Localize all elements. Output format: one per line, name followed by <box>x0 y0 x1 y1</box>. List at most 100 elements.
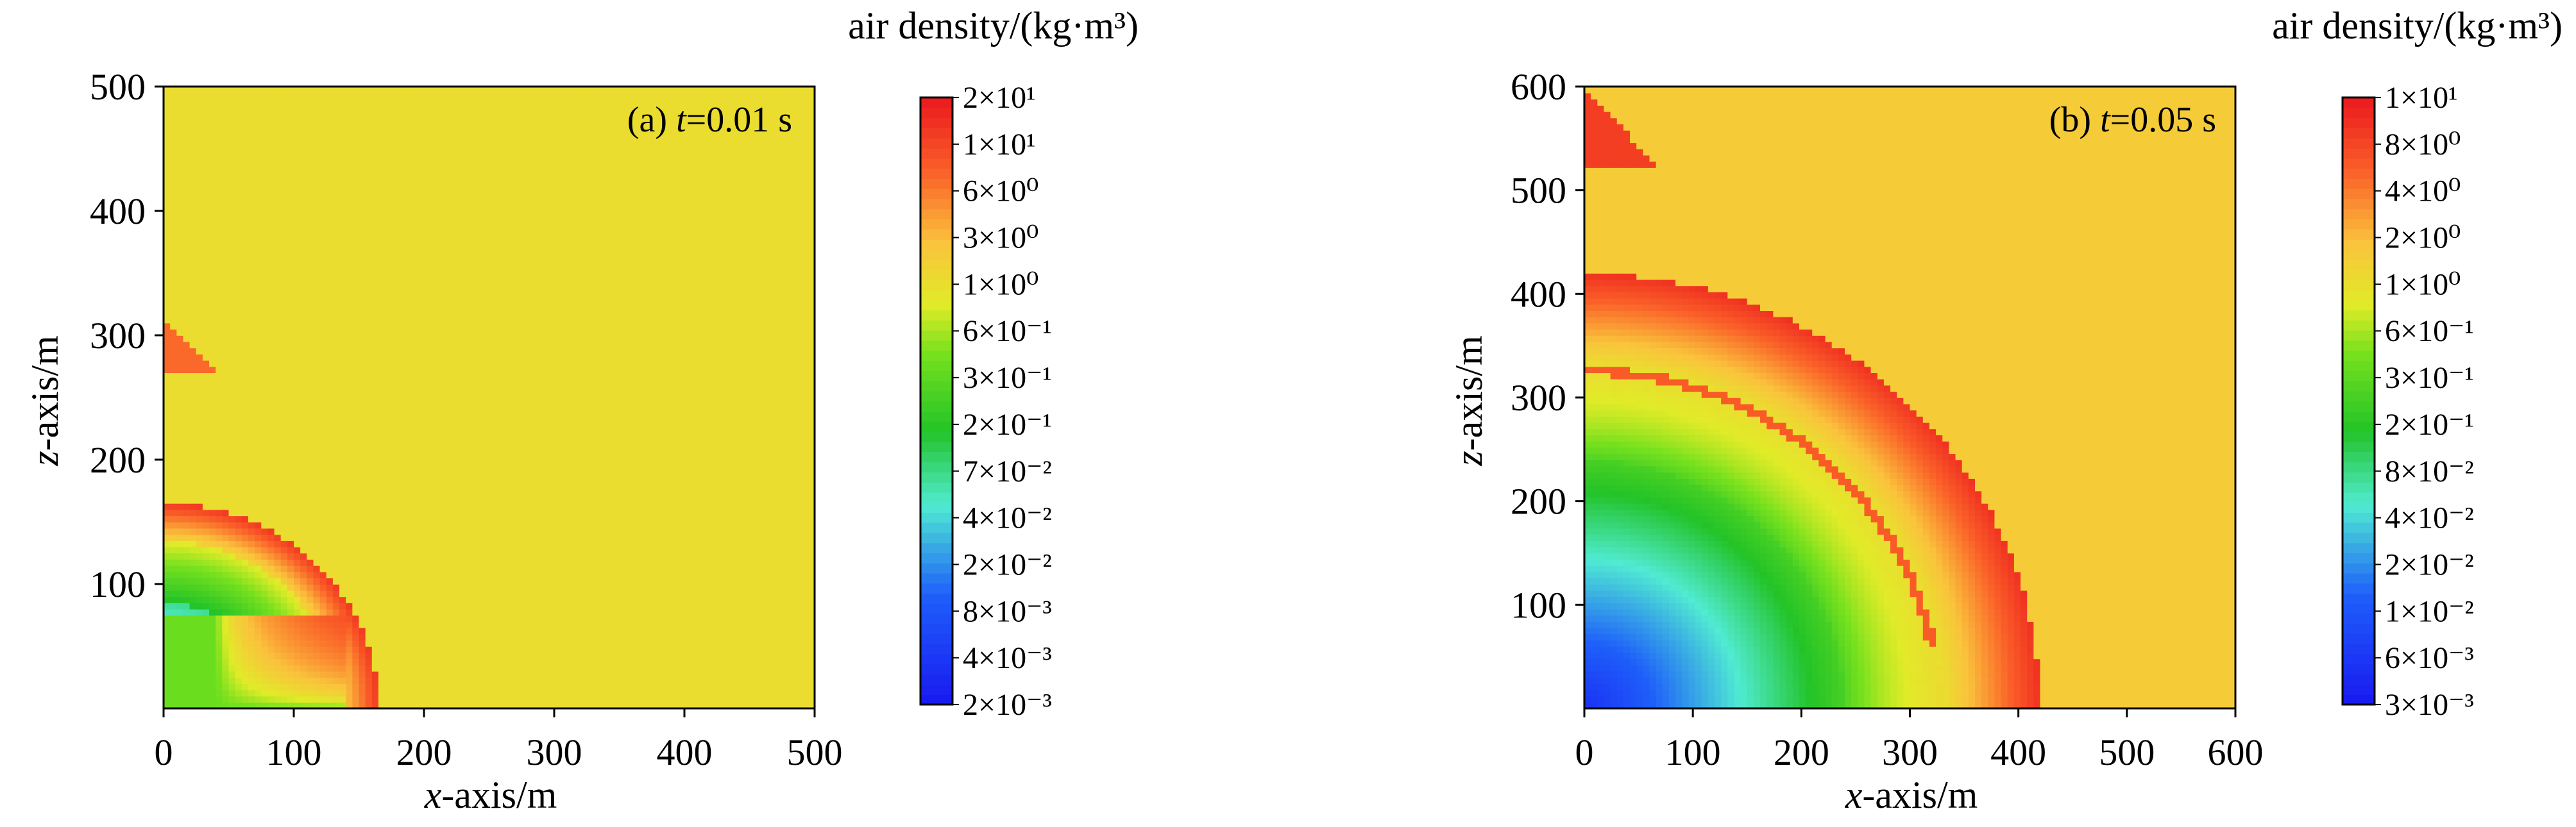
heatmap-cell <box>176 279 184 287</box>
heatmap-cell <box>267 652 275 660</box>
heatmap-cell <box>319 584 327 591</box>
heatmap-cell <box>196 422 203 430</box>
heatmap-cell <box>274 615 282 622</box>
heatmap-cell <box>228 155 236 162</box>
heatmap-cell <box>371 198 379 206</box>
heatmap-cell <box>300 428 308 435</box>
heatmap-cell <box>267 223 275 230</box>
heatmap-cell <box>294 310 301 317</box>
heatmap-cell <box>371 422 379 430</box>
heatmap-cell <box>391 267 399 274</box>
heatmap-cell <box>462 205 470 212</box>
heatmap-cell <box>450 584 457 591</box>
heatmap-cell <box>424 136 431 144</box>
heatmap-cell <box>404 590 412 597</box>
heatmap-cell <box>241 273 249 280</box>
heatmap-cell <box>378 665 386 672</box>
heatmap-cell <box>241 354 249 361</box>
heatmap-cell <box>228 248 236 255</box>
heatmap-cell <box>443 658 451 665</box>
heatmap-cell <box>476 235 484 243</box>
heatmap-cell <box>326 522 334 529</box>
heatmap-cell <box>235 385 242 392</box>
heatmap-cell <box>417 465 425 473</box>
heatmap-cell <box>411 503 418 510</box>
heatmap-cell <box>450 534 457 541</box>
heatmap-cell <box>385 397 393 405</box>
heatmap-cell <box>241 155 249 162</box>
heatmap-cell <box>313 522 321 529</box>
heatmap-cell <box>462 652 470 660</box>
heatmap-cell <box>365 652 373 660</box>
heatmap-cell <box>346 230 353 237</box>
heatmap-cell <box>476 341 484 349</box>
heatmap-cell <box>189 167 197 174</box>
heatmap-cell <box>391 578 399 585</box>
heatmap-cell <box>183 696 191 703</box>
heatmap-cell <box>176 366 184 373</box>
heatmap-cell <box>411 167 418 174</box>
heatmap-cell <box>267 117 275 124</box>
heatmap-cell <box>385 279 393 287</box>
heatmap-cell <box>476 129 484 137</box>
heatmap-cell <box>294 478 301 485</box>
heatmap-cell <box>313 205 321 212</box>
heatmap-cell <box>456 460 464 467</box>
heatmap-cell <box>391 304 399 311</box>
heatmap-cell <box>470 192 477 199</box>
heatmap-cell <box>222 310 230 317</box>
heatmap-cell <box>209 329 216 336</box>
heatmap-cell <box>443 403 451 411</box>
heatmap-cell <box>430 111 438 119</box>
heatmap-cell <box>456 484 464 492</box>
heatmap-cell <box>176 603 184 610</box>
heatmap-cell <box>470 633 477 641</box>
heatmap-cell <box>417 186 425 193</box>
heatmap-cell <box>404 273 412 280</box>
heatmap-cell <box>319 683 327 690</box>
heatmap-cell <box>261 142 269 149</box>
heatmap-cell <box>261 478 269 485</box>
heatmap-cell <box>196 372 203 380</box>
heatmap-cell <box>476 92 484 100</box>
heatmap-cell <box>417 192 425 199</box>
heatmap-cell <box>300 129 308 137</box>
heatmap-cell <box>339 142 346 149</box>
heatmap-cell <box>339 173 346 181</box>
heatmap-cell <box>365 248 373 255</box>
heatmap-cell <box>300 497 308 504</box>
heatmap-cell <box>261 627 269 635</box>
heatmap-cell <box>228 267 236 274</box>
heatmap-cell <box>280 603 288 610</box>
heatmap-cell <box>313 416 321 423</box>
heatmap-cell <box>326 422 334 430</box>
heatmap-cell <box>450 559 457 566</box>
heatmap-cell <box>267 410 275 417</box>
heatmap-cell <box>228 354 236 361</box>
heatmap-cell <box>398 186 405 193</box>
heatmap-cell <box>189 490 197 497</box>
heatmap-cell <box>209 142 216 149</box>
heatmap-cell <box>411 608 418 616</box>
heatmap-cell <box>189 235 197 243</box>
heatmap-cell <box>462 372 470 380</box>
heatmap-cell <box>424 553 431 560</box>
heatmap-cell <box>274 410 282 417</box>
heatmap-cell <box>476 571 484 579</box>
heatmap-cell <box>456 565 464 572</box>
heatmap-cell <box>164 329 171 336</box>
heatmap-cell <box>183 578 191 585</box>
heatmap-cell <box>216 217 223 224</box>
heatmap-cell <box>476 428 484 435</box>
heatmap-cell <box>189 578 197 585</box>
heatmap-cell <box>196 329 203 336</box>
heatmap-cell <box>365 440 373 448</box>
heatmap-cell <box>209 322 216 330</box>
heatmap-cell <box>424 534 431 541</box>
heatmap-cell <box>267 292 275 299</box>
heatmap-cell <box>209 578 216 585</box>
heatmap-cell <box>332 603 340 610</box>
heatmap-cell <box>346 136 353 144</box>
heatmap-cell <box>176 292 184 299</box>
heatmap-cell <box>332 460 340 467</box>
